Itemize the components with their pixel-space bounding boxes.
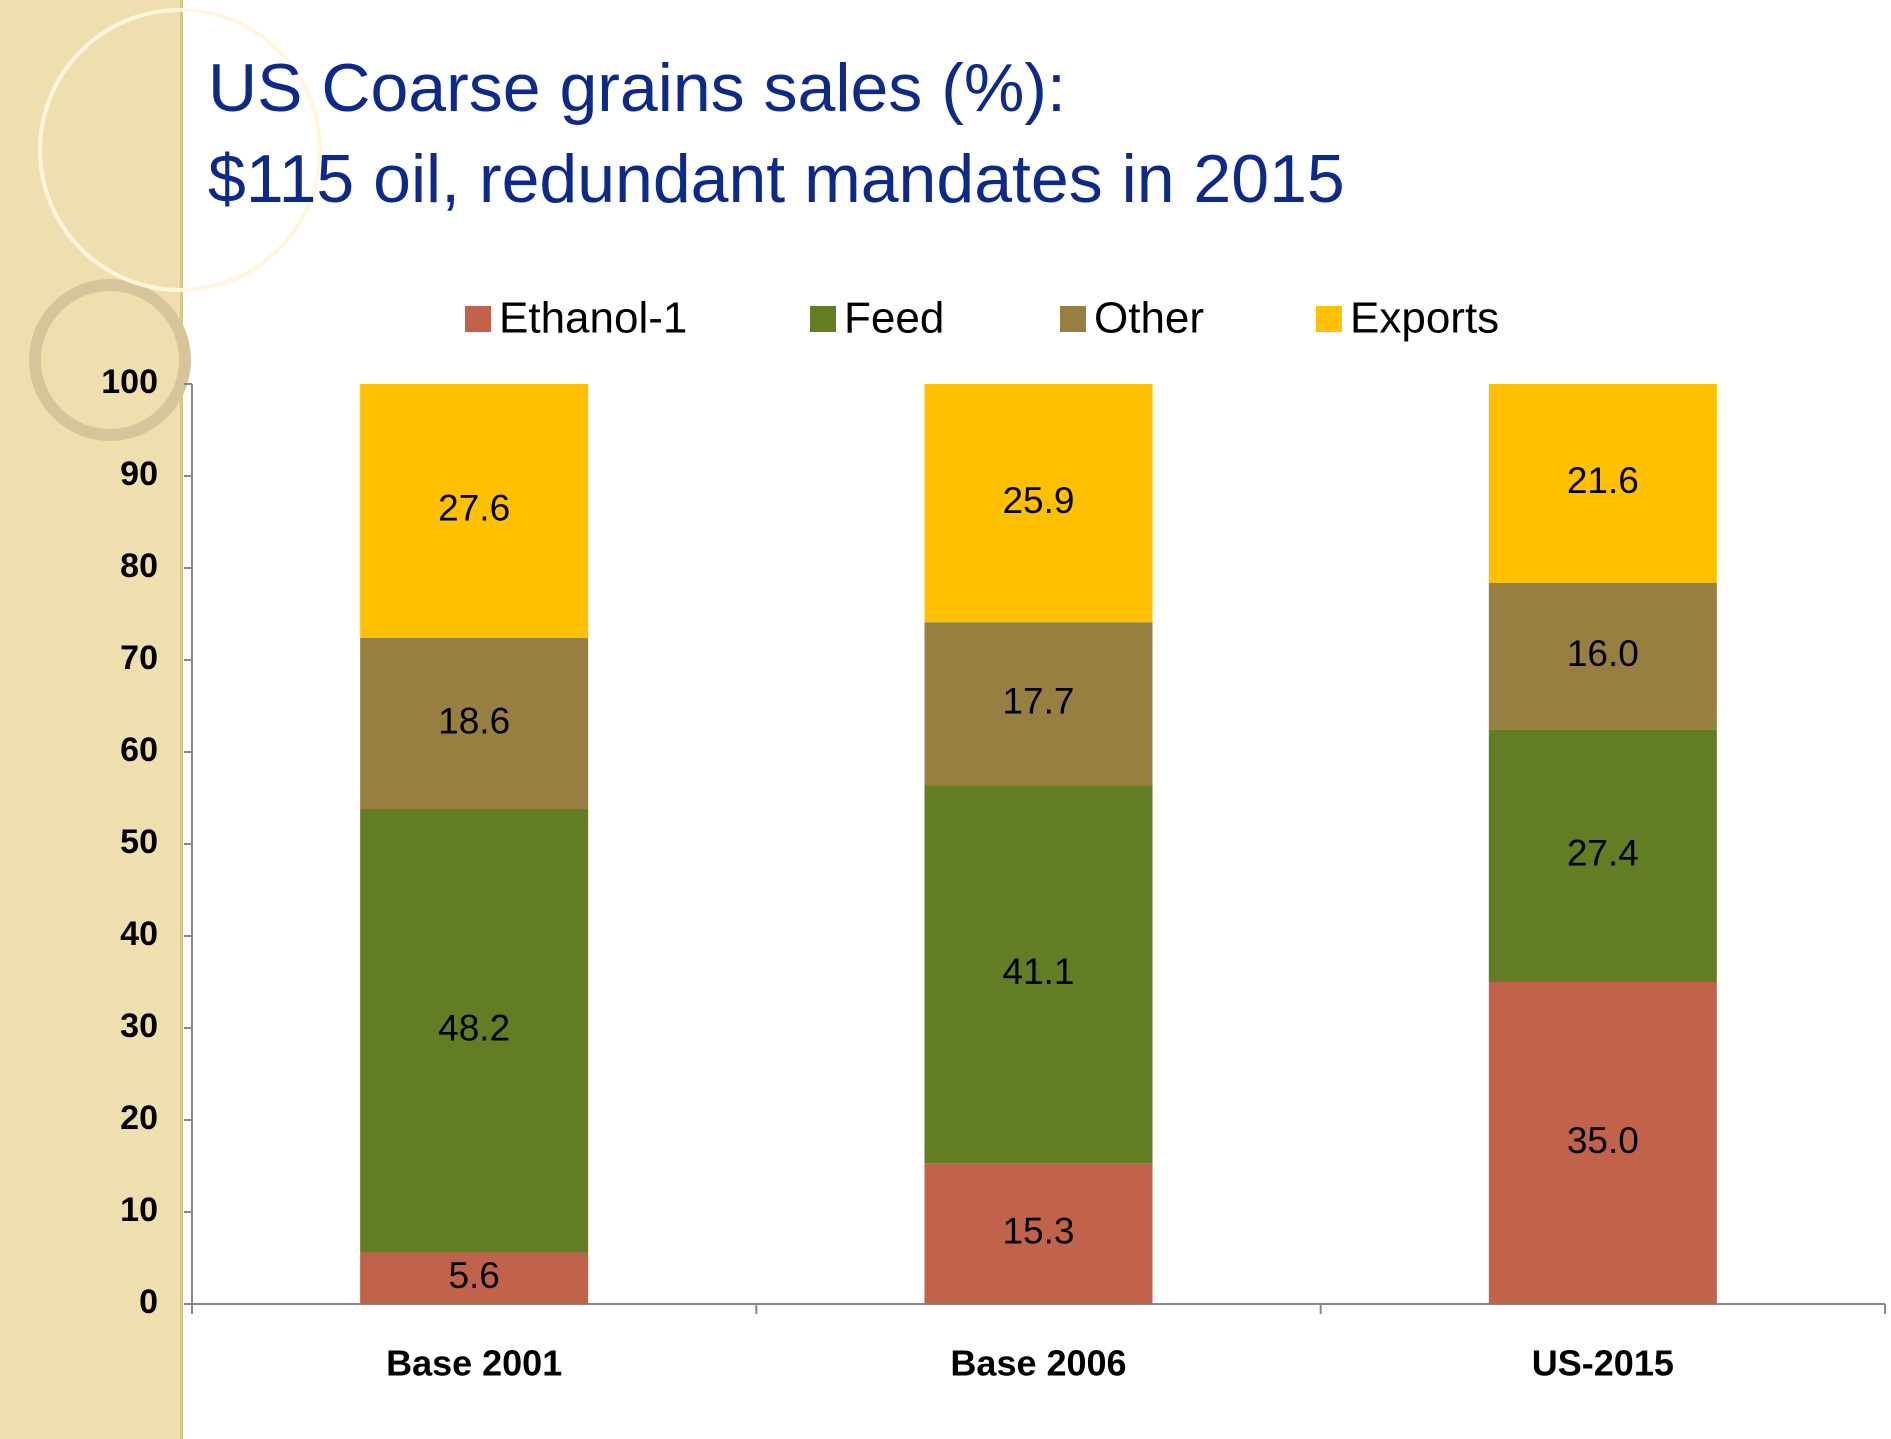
legend-label: Other	[1094, 294, 1204, 343]
data-label: 17.7	[1002, 680, 1074, 721]
chart-title: $115 oil, redundant mandates in 2015	[208, 141, 1345, 217]
data-label: 25.9	[1002, 480, 1074, 521]
data-label: 5.6	[448, 1255, 499, 1296]
data-label: 21.6	[1567, 460, 1639, 501]
bar-segment	[360, 1252, 589, 1304]
legend-swatch	[810, 306, 836, 332]
x-tick-label: US-2015	[1532, 1343, 1674, 1384]
bar-segment	[924, 622, 1153, 786]
data-label: 48.2	[438, 1008, 510, 1049]
data-label: 27.4	[1567, 833, 1639, 874]
ornament-arc	[38, 8, 322, 292]
x-tick-label: Base 2006	[950, 1343, 1126, 1384]
bar-segment	[1488, 729, 1717, 982]
bar-segment	[924, 384, 1153, 623]
side-strip-edge	[180, 0, 183, 1439]
bar-segment	[924, 785, 1153, 1164]
y-tick-label: 20	[120, 1099, 158, 1137]
bar-segment	[360, 384, 589, 638]
data-label: 27.6	[438, 488, 510, 529]
data-label: 41.1	[1002, 951, 1074, 992]
bar-segment	[360, 637, 589, 810]
y-tick-label: 0	[139, 1283, 158, 1321]
x-tick-label: Base 2001	[386, 1343, 562, 1384]
decoration	[0, 0, 322, 1439]
y-tick-label: 30	[120, 1007, 158, 1045]
y-tick-label: 50	[120, 823, 158, 861]
chart-title: US Coarse grains sales (%):	[208, 50, 1066, 126]
bar-segment	[1488, 582, 1717, 730]
y-tick-label: 100	[101, 363, 158, 401]
bar-segment	[1488, 982, 1717, 1304]
data-label: 15.3	[1002, 1210, 1074, 1251]
side-strip	[0, 0, 180, 1439]
legend-label: Ethanol-1	[499, 294, 687, 343]
legend-swatch	[1060, 306, 1086, 332]
legend-swatch	[1316, 306, 1342, 332]
y-tick-label: 70	[120, 639, 158, 677]
y-tick-label: 80	[120, 547, 158, 585]
bar-segment	[924, 1163, 1153, 1304]
y-tick-label: 10	[120, 1191, 158, 1229]
bar-segment	[1488, 384, 1717, 583]
data-label: 18.6	[438, 700, 510, 741]
data-label: 16.0	[1567, 633, 1639, 674]
data-label: 35.0	[1567, 1120, 1639, 1161]
y-tick-label: 60	[120, 731, 158, 769]
legend-label: Feed	[844, 294, 944, 343]
bar-segment	[360, 809, 589, 1253]
y-tick-label: 40	[120, 915, 158, 953]
legend-label: Exports	[1350, 294, 1499, 343]
ornament-ring	[29, 279, 191, 441]
y-tick-label: 90	[120, 455, 158, 493]
legend-swatch	[465, 306, 491, 332]
